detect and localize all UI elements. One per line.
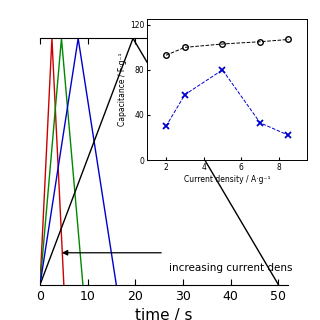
X-axis label: time / s: time / s bbox=[135, 308, 193, 320]
Y-axis label: Capacitance / F·g⁻¹: Capacitance / F·g⁻¹ bbox=[118, 53, 127, 126]
Text: increasing current dens: increasing current dens bbox=[169, 262, 292, 273]
X-axis label: Current density / A·g⁻¹: Current density / A·g⁻¹ bbox=[184, 174, 270, 184]
